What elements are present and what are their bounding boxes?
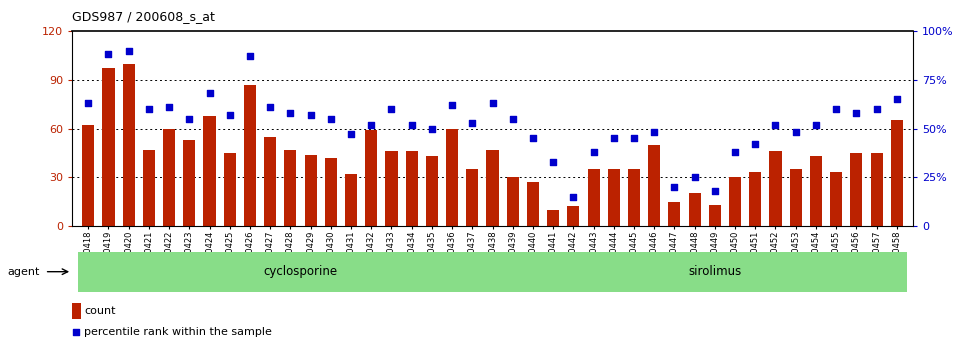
Bar xyxy=(103,68,114,226)
Point xyxy=(182,116,197,121)
Bar xyxy=(750,172,761,226)
Bar xyxy=(628,169,640,226)
Text: agent: agent xyxy=(8,267,40,276)
Point xyxy=(202,91,217,96)
Point xyxy=(667,184,682,190)
Bar xyxy=(567,206,579,226)
Bar xyxy=(264,137,276,226)
Point xyxy=(566,194,581,199)
Point xyxy=(121,48,136,53)
Bar xyxy=(224,153,235,226)
Bar xyxy=(385,151,398,226)
Bar xyxy=(668,201,680,226)
Bar xyxy=(184,140,195,226)
Bar xyxy=(830,172,842,226)
Point xyxy=(262,104,278,110)
Bar xyxy=(446,128,458,226)
Point xyxy=(303,112,318,118)
Bar xyxy=(83,125,94,226)
Point xyxy=(606,136,622,141)
Bar xyxy=(648,145,660,226)
Point xyxy=(647,130,662,135)
Bar xyxy=(527,182,539,226)
Bar xyxy=(72,303,81,319)
Point xyxy=(363,122,379,127)
Point xyxy=(627,136,642,141)
Bar xyxy=(143,150,155,226)
Bar xyxy=(871,153,882,226)
Point xyxy=(383,106,399,112)
Point xyxy=(444,102,459,108)
Bar xyxy=(78,252,523,292)
Point xyxy=(768,122,783,127)
Bar xyxy=(486,150,499,226)
Bar xyxy=(305,155,317,226)
Point xyxy=(141,106,157,112)
Point xyxy=(161,104,177,110)
Bar xyxy=(790,169,801,226)
Point xyxy=(707,188,723,194)
Point xyxy=(404,122,419,127)
Point xyxy=(869,106,884,112)
Bar xyxy=(466,169,479,226)
Bar xyxy=(204,116,215,226)
Text: cyclosporine: cyclosporine xyxy=(263,265,337,278)
Text: percentile rank within the sample: percentile rank within the sample xyxy=(85,327,272,336)
Point xyxy=(849,110,864,116)
Bar xyxy=(770,151,781,226)
Bar xyxy=(406,151,418,226)
Point xyxy=(323,116,338,121)
Bar xyxy=(345,174,357,226)
Point xyxy=(828,106,844,112)
Bar xyxy=(587,169,600,226)
Bar xyxy=(506,177,519,226)
Point xyxy=(546,159,561,165)
Point xyxy=(283,110,298,116)
Bar xyxy=(426,156,438,226)
Point xyxy=(505,116,521,121)
Point xyxy=(343,131,358,137)
Bar xyxy=(284,150,296,226)
Point xyxy=(526,136,541,141)
Bar xyxy=(891,120,902,226)
Text: count: count xyxy=(85,306,115,316)
Point xyxy=(81,100,96,106)
Bar xyxy=(729,177,741,226)
Bar xyxy=(850,153,862,226)
Text: GDS987 / 200608_s_at: GDS987 / 200608_s_at xyxy=(72,10,215,23)
Point xyxy=(242,53,258,59)
Bar xyxy=(709,205,721,226)
Bar xyxy=(523,252,907,292)
Text: sirolimus: sirolimus xyxy=(688,265,742,278)
Point xyxy=(748,141,763,147)
Bar xyxy=(325,158,337,226)
Point xyxy=(485,100,501,106)
Bar xyxy=(607,169,620,226)
Point xyxy=(727,149,743,155)
Point xyxy=(889,97,904,102)
Bar xyxy=(123,63,135,226)
Point xyxy=(788,130,803,135)
Bar xyxy=(365,130,378,226)
Point xyxy=(424,126,439,131)
Point xyxy=(222,112,237,118)
Bar xyxy=(810,156,822,226)
Point xyxy=(808,122,824,127)
Point xyxy=(344,197,359,203)
Bar xyxy=(547,210,559,226)
Point xyxy=(687,175,702,180)
Point xyxy=(464,120,480,126)
Bar xyxy=(163,128,175,226)
Bar xyxy=(689,194,701,226)
Point xyxy=(586,149,602,155)
Point xyxy=(101,52,116,57)
Bar xyxy=(244,85,256,226)
